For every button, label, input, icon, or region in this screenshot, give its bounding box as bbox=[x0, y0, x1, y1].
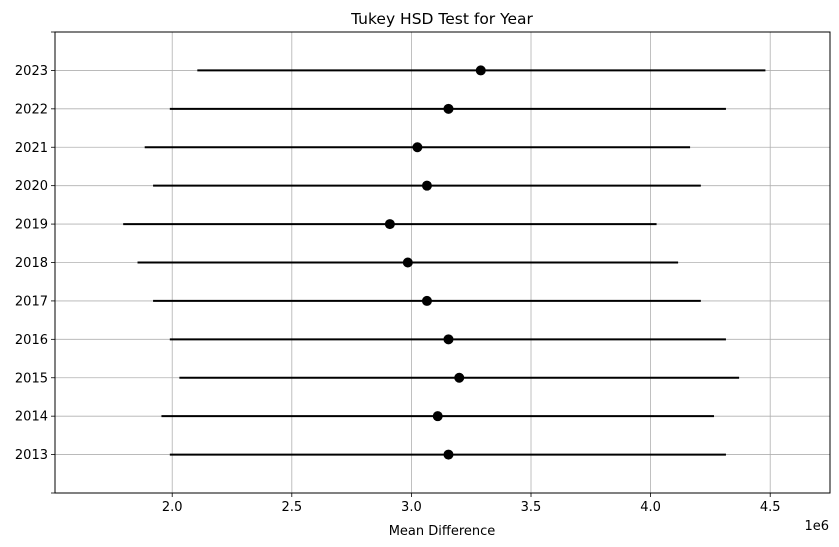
x-tick-label: 3.0 bbox=[401, 500, 422, 515]
mean-marker-2014 bbox=[432, 411, 443, 422]
y-tick-label: 2019 bbox=[15, 218, 48, 233]
x-tick-label: 2.5 bbox=[281, 500, 302, 515]
chart-title: Tukey HSD Test for Year bbox=[350, 10, 533, 28]
mean-marker-2023 bbox=[475, 65, 486, 76]
mean-marker-2013 bbox=[443, 449, 454, 460]
y-tick-label: 2016 bbox=[15, 333, 48, 348]
y-tick-label: 2022 bbox=[15, 102, 48, 117]
x-scale-label: 1e6 bbox=[804, 519, 829, 534]
x-axis-label: Mean Difference bbox=[389, 524, 496, 539]
data-layer bbox=[123, 65, 766, 460]
y-tick-label: 2015 bbox=[15, 371, 48, 386]
y-tick-label: 2021 bbox=[15, 141, 48, 156]
x-tick-label: 2.0 bbox=[162, 500, 183, 515]
x-tick-label: 4.0 bbox=[640, 500, 661, 515]
mean-marker-2021 bbox=[412, 142, 423, 153]
y-tick-label: 2017 bbox=[15, 294, 48, 309]
mean-marker-2020 bbox=[421, 180, 432, 191]
y-tick-label: 2020 bbox=[15, 179, 48, 194]
mean-marker-2016 bbox=[443, 334, 454, 345]
mean-marker-2017 bbox=[421, 295, 432, 306]
axis-layer: 2.0 2.5 3.0 3.5 4.0 4.5 2023 2022 2021 2020 2019 20… bbox=[15, 31, 781, 515]
mean-marker-2022 bbox=[443, 103, 454, 114]
y-tick-label: 2014 bbox=[15, 410, 48, 425]
y-tick-label: 2023 bbox=[15, 64, 48, 79]
y-tick-label: 2013 bbox=[15, 448, 48, 463]
mean-marker-2019 bbox=[384, 219, 395, 230]
mean-marker-2018 bbox=[402, 257, 413, 268]
y-tick-label: 2018 bbox=[15, 256, 48, 271]
mean-marker-2015 bbox=[454, 372, 465, 383]
x-tick-label: 4.5 bbox=[760, 500, 781, 515]
x-tick-label: 3.5 bbox=[521, 500, 542, 515]
